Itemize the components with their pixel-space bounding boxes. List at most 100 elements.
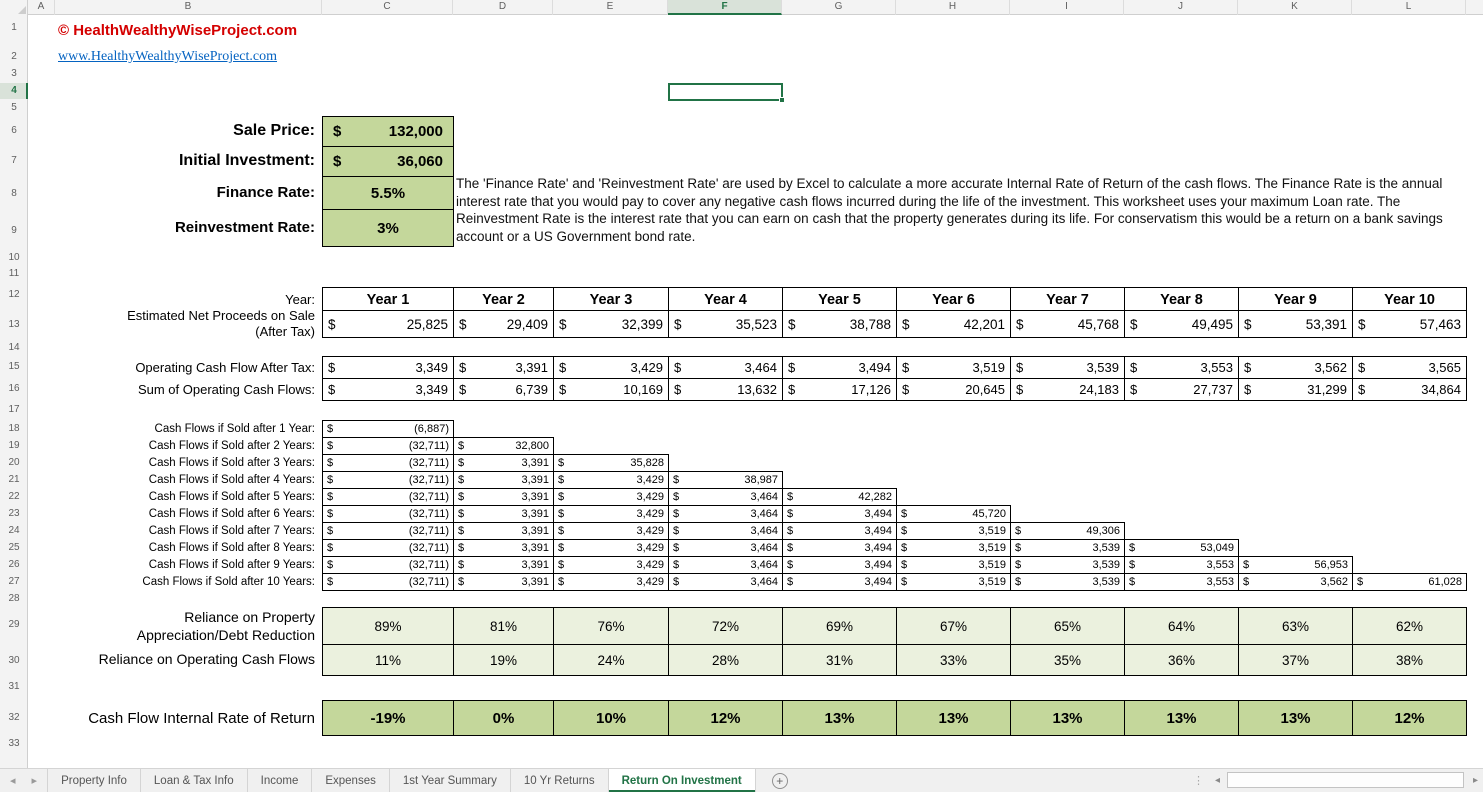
sold-cf-cell[interactable]: $61,028 bbox=[1352, 573, 1467, 591]
scroll-left-icon[interactable]: ◂ bbox=[1215, 775, 1221, 786]
net-proceeds-cell[interactable]: $29,409 bbox=[453, 310, 554, 338]
sold-cf-cell[interactable]: $45,720 bbox=[896, 505, 1011, 523]
irr-cell[interactable]: 0% bbox=[453, 700, 554, 736]
reliance-appreciation-cell[interactable]: 81% bbox=[453, 607, 554, 645]
sale-price-cell[interactable]: $ 132,000 bbox=[322, 116, 454, 147]
sum-cf-cell[interactable]: $13,632 bbox=[668, 378, 783, 401]
sold-cf-cell[interactable]: $3,494 bbox=[782, 573, 897, 591]
sold-cf-cell[interactable]: $3,519 bbox=[896, 522, 1011, 540]
row-header-22[interactable]: 22 bbox=[8, 491, 20, 502]
net-proceeds-cell[interactable]: $35,523 bbox=[668, 310, 783, 338]
sold-cf-cell[interactable]: $3,519 bbox=[896, 539, 1011, 557]
sold-cf-cell[interactable]: $35,828 bbox=[553, 454, 669, 472]
sheet-tab-expenses[interactable]: Expenses bbox=[312, 769, 390, 792]
sold-cf-cell[interactable]: $ (32,711) bbox=[322, 488, 454, 506]
sold-cf-cell[interactable]: $3,494 bbox=[782, 522, 897, 540]
scrollbar-thumb[interactable] bbox=[1227, 772, 1464, 788]
sum-cf-cell[interactable]: $6,739 bbox=[453, 378, 554, 401]
sold-cf-cell[interactable]: $ (32,711) bbox=[322, 471, 454, 489]
column-header-A[interactable]: A bbox=[28, 0, 55, 15]
reliance-operating-cell[interactable]: 37% bbox=[1238, 644, 1353, 676]
operating-cf-cell[interactable]: $3,553 bbox=[1124, 356, 1239, 379]
tab-nav-left-icon[interactable]: ◂ bbox=[10, 775, 16, 787]
net-proceeds-cell[interactable]: $32,399 bbox=[553, 310, 669, 338]
sold-cf-cell[interactable]: $38,987 bbox=[668, 471, 783, 489]
reliance-operating-cell[interactable]: 35% bbox=[1010, 644, 1125, 676]
sold-cf-cell[interactable]: $3,494 bbox=[782, 556, 897, 574]
sold-cf-cell[interactable]: $3,464 bbox=[668, 556, 783, 574]
sold-cf-cell[interactable]: $3,464 bbox=[668, 522, 783, 540]
sheet-tab-return-on-investment[interactable]: Return On Investment bbox=[608, 769, 756, 792]
row-header-16[interactable]: 16 bbox=[8, 383, 20, 394]
row-header-1[interactable]: 1 bbox=[11, 22, 17, 33]
year-header-cell[interactable]: Year 1 bbox=[322, 287, 454, 312]
sold-cf-cell[interactable]: $ (6,887) bbox=[322, 420, 454, 438]
row-header-5[interactable]: 5 bbox=[11, 102, 17, 113]
sold-cf-cell[interactable]: $49,306 bbox=[1010, 522, 1125, 540]
row-header-2[interactable]: 2 bbox=[11, 51, 17, 62]
operating-cf-cell[interactable]: $3,429 bbox=[553, 356, 669, 379]
sold-cf-cell[interactable]: $3,519 bbox=[896, 556, 1011, 574]
row-header-31[interactable]: 31 bbox=[8, 681, 20, 692]
sold-cf-cell[interactable]: $3,539 bbox=[1010, 556, 1125, 574]
operating-cf-cell[interactable]: $3,565 bbox=[1352, 356, 1467, 379]
irr-cell[interactable]: 13% bbox=[1124, 700, 1239, 736]
sold-cf-cell[interactable]: $ (32,711) bbox=[322, 539, 454, 557]
year-header-cell[interactable]: Year 3 bbox=[553, 287, 669, 312]
sold-cf-cell[interactable]: $3,391 bbox=[453, 488, 554, 506]
reliance-appreciation-cell[interactable]: 67% bbox=[896, 607, 1011, 645]
sold-cf-cell[interactable]: $ (32,711) bbox=[322, 573, 454, 591]
row-header-20[interactable]: 20 bbox=[8, 457, 20, 468]
selected-cell-F4[interactable] bbox=[668, 83, 785, 103]
year-header-cell[interactable]: Year 2 bbox=[453, 287, 554, 312]
sum-cf-cell[interactable]: $17,126 bbox=[782, 378, 897, 401]
reliance-appreciation-cell[interactable]: 63% bbox=[1238, 607, 1353, 645]
row-header-26[interactable]: 26 bbox=[8, 559, 20, 570]
sum-cf-cell[interactable]: $10,169 bbox=[553, 378, 669, 401]
row-header-8[interactable]: 8 bbox=[11, 188, 17, 199]
column-header-H[interactable]: H bbox=[896, 0, 1010, 15]
sold-cf-cell[interactable]: $3,391 bbox=[453, 539, 554, 557]
year-header-cell[interactable]: Year 8 bbox=[1124, 287, 1239, 312]
sold-cf-cell[interactable]: $ (32,711) bbox=[322, 454, 454, 472]
sold-cf-cell[interactable]: $3,429 bbox=[553, 556, 669, 574]
reliance-operating-cell[interactable]: 19% bbox=[453, 644, 554, 676]
operating-cf-cell[interactable]: $3,391 bbox=[453, 356, 554, 379]
sold-cf-cell[interactable]: $3,429 bbox=[553, 522, 669, 540]
row-header-11[interactable]: 11 bbox=[8, 268, 20, 279]
year-header-cell[interactable]: Year 10 bbox=[1352, 287, 1467, 312]
reliance-appreciation-cell[interactable]: 69% bbox=[782, 607, 897, 645]
column-header-C[interactable]: C bbox=[322, 0, 453, 15]
sum-cf-cell[interactable]: $34,864 bbox=[1352, 378, 1467, 401]
reliance-operating-cell[interactable]: 24% bbox=[553, 644, 669, 676]
year-header-cell[interactable]: Year 9 bbox=[1238, 287, 1353, 312]
row-header-21[interactable]: 21 bbox=[8, 474, 20, 485]
operating-cf-cell[interactable]: $3,494 bbox=[782, 356, 897, 379]
reliance-appreciation-cell[interactable]: 64% bbox=[1124, 607, 1239, 645]
row-header-18[interactable]: 18 bbox=[8, 423, 20, 434]
row-header-6[interactable]: 6 bbox=[11, 125, 17, 136]
irr-cell[interactable]: 10% bbox=[553, 700, 669, 736]
reliance-operating-cell[interactable]: 36% bbox=[1124, 644, 1239, 676]
row-header-24[interactable]: 24 bbox=[8, 525, 20, 536]
sold-cf-cell[interactable]: $3,494 bbox=[782, 539, 897, 557]
irr-cell[interactable]: 12% bbox=[668, 700, 783, 736]
net-proceeds-cell[interactable]: $49,495 bbox=[1124, 310, 1239, 338]
sum-cf-cell[interactable]: $3,349 bbox=[322, 378, 454, 401]
irr-cell[interactable]: 13% bbox=[1238, 700, 1353, 736]
reliance-operating-cell[interactable]: 11% bbox=[322, 644, 454, 676]
sold-cf-cell[interactable]: $3,464 bbox=[668, 488, 783, 506]
operating-cf-cell[interactable]: $3,539 bbox=[1010, 356, 1125, 379]
row-header-19[interactable]: 19 bbox=[8, 440, 20, 451]
sum-cf-cell[interactable]: $27,737 bbox=[1124, 378, 1239, 401]
sold-cf-cell[interactable]: $3,429 bbox=[553, 539, 669, 557]
row-header-28[interactable]: 28 bbox=[8, 593, 20, 604]
reliance-operating-cell[interactable]: 31% bbox=[782, 644, 897, 676]
sold-cf-cell[interactable]: $3,429 bbox=[553, 488, 669, 506]
select-all-corner[interactable] bbox=[0, 0, 28, 15]
sold-cf-cell[interactable]: $3,391 bbox=[453, 573, 554, 591]
reliance-appreciation-cell[interactable]: 65% bbox=[1010, 607, 1125, 645]
sold-cf-cell[interactable]: $3,562 bbox=[1238, 573, 1353, 591]
irr-cell[interactable]: 13% bbox=[1010, 700, 1125, 736]
operating-cf-cell[interactable]: $3,562 bbox=[1238, 356, 1353, 379]
